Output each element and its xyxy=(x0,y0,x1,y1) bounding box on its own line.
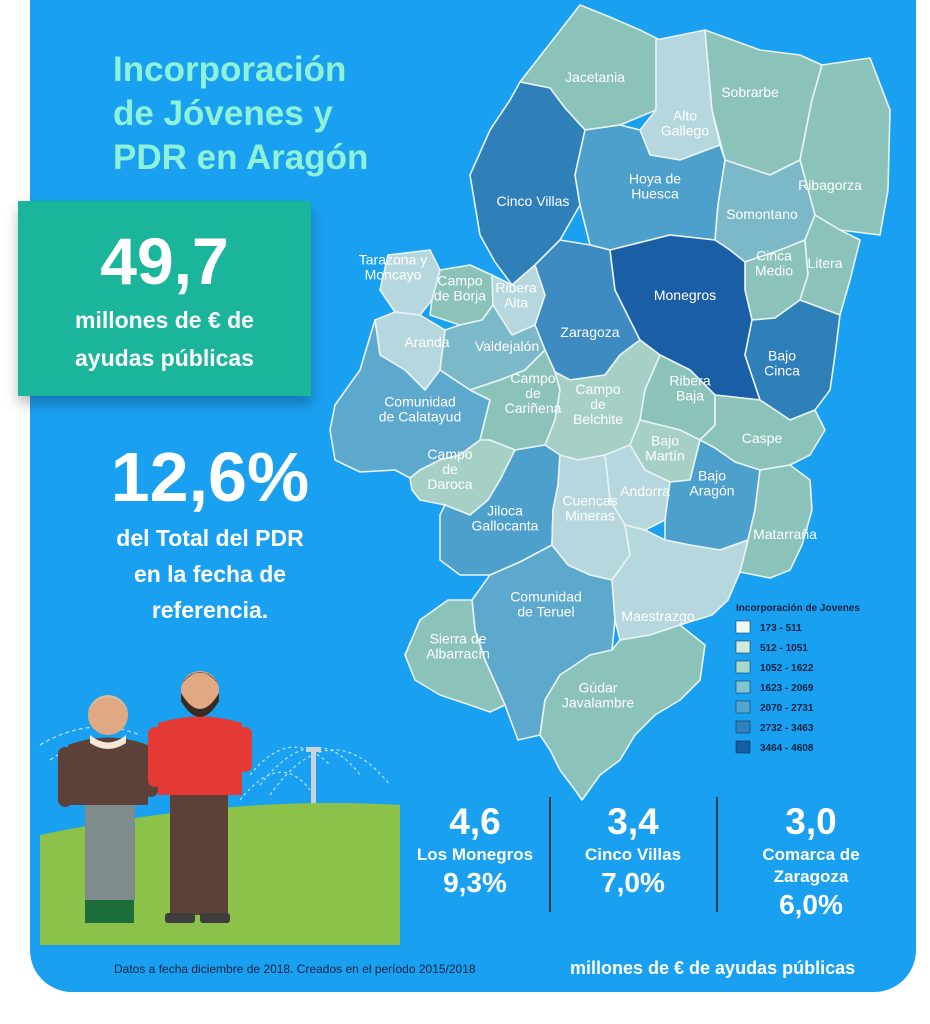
legend-label: 2070 - 2731 xyxy=(760,703,814,714)
stat-value: 3,0 xyxy=(785,801,837,842)
region-matarrana[interactable] xyxy=(739,464,813,579)
region-label: Hoya de Huesca xyxy=(629,171,681,202)
page-title: Incorporación de Jóvenes y PDR en Aragón xyxy=(113,48,413,180)
legend-label: 1052 - 1622 xyxy=(760,663,814,674)
stat-region: Cinco Villas xyxy=(584,845,682,864)
total-aid-caption-1: millones de € de xyxy=(75,307,254,333)
stat-percent: 9,3% xyxy=(443,867,507,898)
region-label: Cuencas Mineras xyxy=(562,493,617,524)
legend-swatch xyxy=(735,740,751,754)
legend-swatch xyxy=(735,660,751,674)
map-legend: Incorporación de Jovenes 173 - 511 512 - … xyxy=(735,603,860,754)
stat-comarca-zaragoza: 3,0 Comarca de Zaragoza 6,0% xyxy=(731,800,891,922)
region-label: Comunidad de Teruel xyxy=(510,589,582,620)
stat-region: Zaragoza xyxy=(773,867,849,886)
stat-region: Los Monegros xyxy=(416,845,534,864)
pdr-share-block: 12,6% del Total del PDR en la fecha de r… xyxy=(70,437,350,625)
region-label: Campo de Cariñena xyxy=(505,370,562,416)
region-label: Campo de Borja xyxy=(434,273,486,304)
region-bajo-cinca[interactable] xyxy=(744,299,841,421)
stat-region: Comarca de xyxy=(762,845,860,864)
total-aid-value: 49,7 xyxy=(100,224,229,298)
stat-value: 3,4 xyxy=(607,801,659,842)
region-label: Monegros xyxy=(654,287,716,303)
footnote: Datos a fecha diciembre de 2018. Creados… xyxy=(114,962,476,976)
region-label: Ribera Baja xyxy=(669,373,710,404)
region-label: Gúdar Javalambre xyxy=(562,680,635,711)
title-line: de Jóvenes y xyxy=(113,94,333,133)
region-sierra-de-albarracin[interactable] xyxy=(404,599,506,713)
region-label: Campo de Daroca xyxy=(427,446,472,492)
legend-title: Incorporación de Jovenes xyxy=(736,603,860,614)
region-label: Andorra xyxy=(620,483,670,499)
region-label: Zaragoza xyxy=(560,324,619,340)
region-maestrazgo[interactable] xyxy=(611,524,749,641)
region-label: Aranda xyxy=(404,334,449,350)
legend-label: 2732 - 3463 xyxy=(760,723,814,734)
region-label: Somontano xyxy=(726,206,798,222)
legend-label: 3464 - 4608 xyxy=(760,743,814,754)
legend-label: 1623 - 2069 xyxy=(760,683,814,694)
aragon-map: Jacetania Alto Gallego Sobrarbe Ribagorza… xyxy=(329,4,891,801)
pdr-share-value: 12,6% xyxy=(110,438,310,516)
region-label: Bajo Cinca xyxy=(764,348,800,379)
region-ribagorza[interactable] xyxy=(799,57,891,236)
total-aid-caption-2: ayudas públicas xyxy=(75,345,254,371)
region-label: Valdejalón xyxy=(475,338,539,354)
region-label: Tarazona y Moncayo xyxy=(359,252,427,283)
pdr-share-caption-3: referencia. xyxy=(151,597,269,623)
region-label: Jacetania xyxy=(565,69,625,85)
legend-label: 173 - 511 xyxy=(760,623,802,634)
stat-percent: 7,0% xyxy=(601,867,665,898)
legend-swatch xyxy=(735,700,751,714)
stat-monegros: 4,6 Los Monegros 9,3% xyxy=(400,800,550,900)
title-line: PDR en Aragón xyxy=(113,138,369,177)
farmer-right-icon xyxy=(148,671,252,923)
footer-caption: millones de € de ayudas públicas xyxy=(570,958,856,978)
stats-divider xyxy=(716,797,718,912)
region-label: Bajo Aragón xyxy=(689,468,734,499)
region-label: Alto Gallego xyxy=(661,108,709,139)
region-label: Cinca Medio xyxy=(755,248,793,279)
legend-swatch xyxy=(735,680,751,694)
region-gudar-javalambre[interactable] xyxy=(539,624,706,801)
legend-swatch xyxy=(735,620,751,634)
legend-label: 512 - 1051 xyxy=(760,643,808,654)
sprinkler-icon xyxy=(311,750,316,810)
region-label: Jiloca Gallocanta xyxy=(472,503,539,534)
pdr-share-caption-1: del Total del PDR xyxy=(116,525,304,551)
legend-swatch xyxy=(735,720,751,734)
region-label: Cinco Villas xyxy=(497,193,570,209)
region-label: Ribagorza xyxy=(798,177,862,193)
stat-cinco-villas: 3,4 Cinco Villas 7,0% xyxy=(558,800,708,900)
region-label: Maestrazgo xyxy=(621,608,694,624)
stat-percent: 6,0% xyxy=(779,889,843,920)
region-tarazona-y-moncayo[interactable] xyxy=(379,249,441,316)
region-labels: Jacetania Alto Gallego Sobrarbe Ribagorza… xyxy=(359,69,862,711)
stat-value: 4,6 xyxy=(449,801,501,842)
region-label: Caspe xyxy=(742,430,783,446)
region-label: Matarraña xyxy=(753,526,817,542)
region-label: Bajo Martín xyxy=(645,433,685,464)
farmer-left-icon xyxy=(58,695,158,923)
title-line: Incorporación xyxy=(113,50,347,89)
stats-divider xyxy=(549,797,551,912)
infographic-card: Incorporación de Jóvenes y PDR en Aragón… xyxy=(30,0,916,992)
region-label: Sierra de Albarracín xyxy=(426,631,490,662)
region-label: Comunidad de Calatayud xyxy=(379,394,462,425)
pdr-share-caption-2: en la fecha de xyxy=(133,561,287,587)
total-aid-box: 49,7 millones de € de ayudas públicas xyxy=(18,201,311,396)
legend-swatch xyxy=(735,640,751,654)
region-label: Campo de Belchite xyxy=(573,381,623,427)
region-label: Litera xyxy=(807,255,842,271)
farmers-illustration xyxy=(39,671,400,945)
region-label: Sobrarbe xyxy=(721,84,779,100)
region-litera[interactable] xyxy=(799,214,861,316)
region-label: Ribera Alta xyxy=(495,280,536,311)
